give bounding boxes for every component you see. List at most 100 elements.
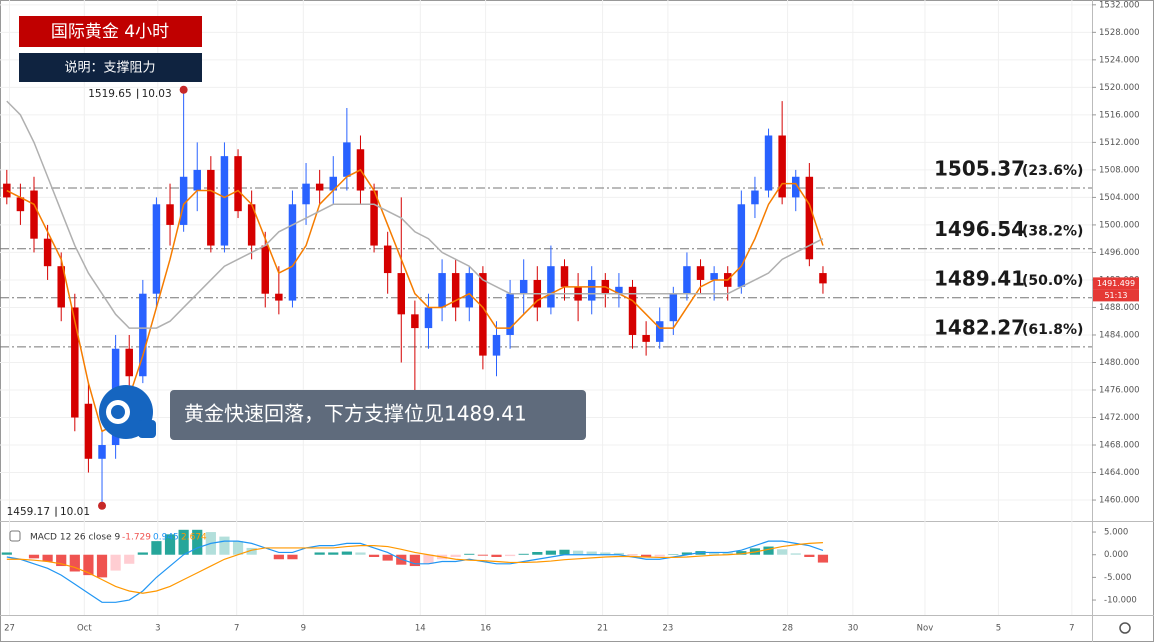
histogram-bar	[790, 553, 801, 555]
candle-body	[492, 334, 501, 356]
legend-icon	[9, 530, 21, 542]
histogram-bar	[328, 552, 339, 555]
histogram-bar	[464, 553, 475, 555]
histogram-bar	[382, 554, 393, 561]
candle-body	[275, 293, 283, 301]
countdown: 51:13	[1104, 291, 1127, 300]
candle-body	[655, 321, 664, 342]
callout: 黄金快速回落，下方支撑位见1489.41	[170, 390, 586, 440]
price-tag: 1491.499	[1097, 279, 1135, 288]
candle-body	[207, 169, 215, 246]
histogram-bar	[69, 554, 80, 572]
y-tick-label: 1496.000	[1099, 248, 1140, 258]
indicator-title: MACD 12 26 close 9	[30, 533, 121, 543]
histogram-bar	[641, 554, 652, 557]
fib-price: 1496.54	[934, 217, 1025, 241]
histogram-bar	[504, 554, 516, 557]
subtitle-bg	[19, 53, 202, 82]
histogram-bar	[192, 529, 203, 555]
histogram-bar	[273, 554, 284, 560]
moving-average	[6, 100, 824, 329]
x-tick-label: 30	[847, 624, 858, 634]
histogram-bar	[654, 554, 665, 557]
callout-bg	[170, 390, 586, 440]
x-tick-label: 14	[415, 624, 426, 634]
histogram-bar	[559, 549, 570, 555]
histogram-bar	[164, 534, 176, 555]
fib-ratio: (50.0%)	[1022, 273, 1083, 289]
y-tick-label: 1488.000	[1099, 303, 1140, 313]
histogram-bar	[804, 554, 815, 557]
macd-line	[6, 540, 824, 603]
x-tick-label: 9	[301, 624, 306, 634]
histogram-bar	[56, 554, 67, 567]
histogram-bar	[817, 554, 829, 563]
histogram-bar	[518, 553, 529, 555]
candle-body	[465, 273, 474, 308]
candle-body	[547, 266, 555, 308]
histogram-bar	[232, 541, 244, 555]
y-tick-label: 1480.000	[1099, 358, 1140, 368]
y-tick-label: 1464.000	[1099, 468, 1140, 478]
histogram-bar	[491, 554, 502, 557]
x-tick-label: 27	[4, 624, 15, 634]
robot-icon	[99, 385, 156, 439]
x-tick-label: 5	[996, 624, 1001, 634]
settings-icon[interactable]	[1119, 622, 1131, 634]
histogram-bar	[1, 552, 12, 555]
histogram-bar	[83, 554, 94, 576]
y-tick-label: 1460.000	[1099, 496, 1140, 506]
candle-body	[247, 204, 256, 246]
gear[interactable]	[1119, 622, 1131, 634]
fib-ratio: (38.2%)	[1022, 224, 1083, 240]
candle-body	[792, 176, 800, 198]
candle-body	[737, 204, 746, 287]
candle-body	[642, 334, 650, 342]
candle-body	[98, 445, 106, 459]
histogram-bar	[681, 552, 693, 555]
title-box: 国际黄金 4小时 说明：支撑阻力	[19, 16, 202, 82]
fib-price: 1489.41	[934, 266, 1025, 290]
histogram-bar	[586, 551, 597, 555]
y-tick-label: 1512.000	[1099, 138, 1140, 148]
candle-body	[16, 197, 25, 212]
candle-body	[71, 307, 79, 418]
candle-body	[615, 286, 623, 294]
candle-body	[560, 266, 569, 287]
x-tick-label: 21	[597, 624, 608, 634]
icon-eye	[111, 405, 125, 419]
candle-body	[397, 273, 406, 315]
candle-body	[383, 245, 392, 274]
y-tick-label: 1476.000	[1099, 386, 1140, 396]
histogram-bar	[178, 529, 189, 555]
x-tick-label: 28	[782, 624, 793, 634]
indicator-reading: 2.674	[181, 533, 207, 543]
y-tick-label: 1524.000	[1099, 55, 1140, 65]
histogram-bar	[763, 546, 774, 555]
candle-body	[764, 135, 773, 191]
histogram-bar	[287, 554, 298, 560]
histogram-bar	[736, 551, 747, 555]
candle-body	[683, 266, 691, 294]
countdown-bg	[1093, 289, 1139, 302]
candle-body	[506, 293, 514, 335]
candle-body	[451, 273, 460, 308]
x-tick-label: 7	[1069, 624, 1074, 634]
annotation-dot	[98, 501, 107, 510]
candle-body	[438, 273, 446, 308]
histogram-bar	[28, 554, 40, 559]
candle-body	[302, 183, 310, 205]
y-tick-label: 1516.000	[1099, 110, 1140, 120]
histogram-bar	[722, 552, 733, 555]
candle-body	[220, 156, 229, 246]
candle-body	[751, 190, 759, 205]
y-tick-label: 5.000	[1104, 528, 1128, 538]
price-tag-bg	[1093, 277, 1139, 290]
y-tick-label: 1504.000	[1099, 193, 1140, 203]
candle-body	[587, 279, 596, 301]
candle-body	[43, 238, 52, 267]
candle-body	[139, 293, 147, 377]
candle-body	[696, 266, 705, 280]
y-tick-label: 1528.000	[1099, 28, 1140, 38]
candle-body	[778, 135, 786, 198]
